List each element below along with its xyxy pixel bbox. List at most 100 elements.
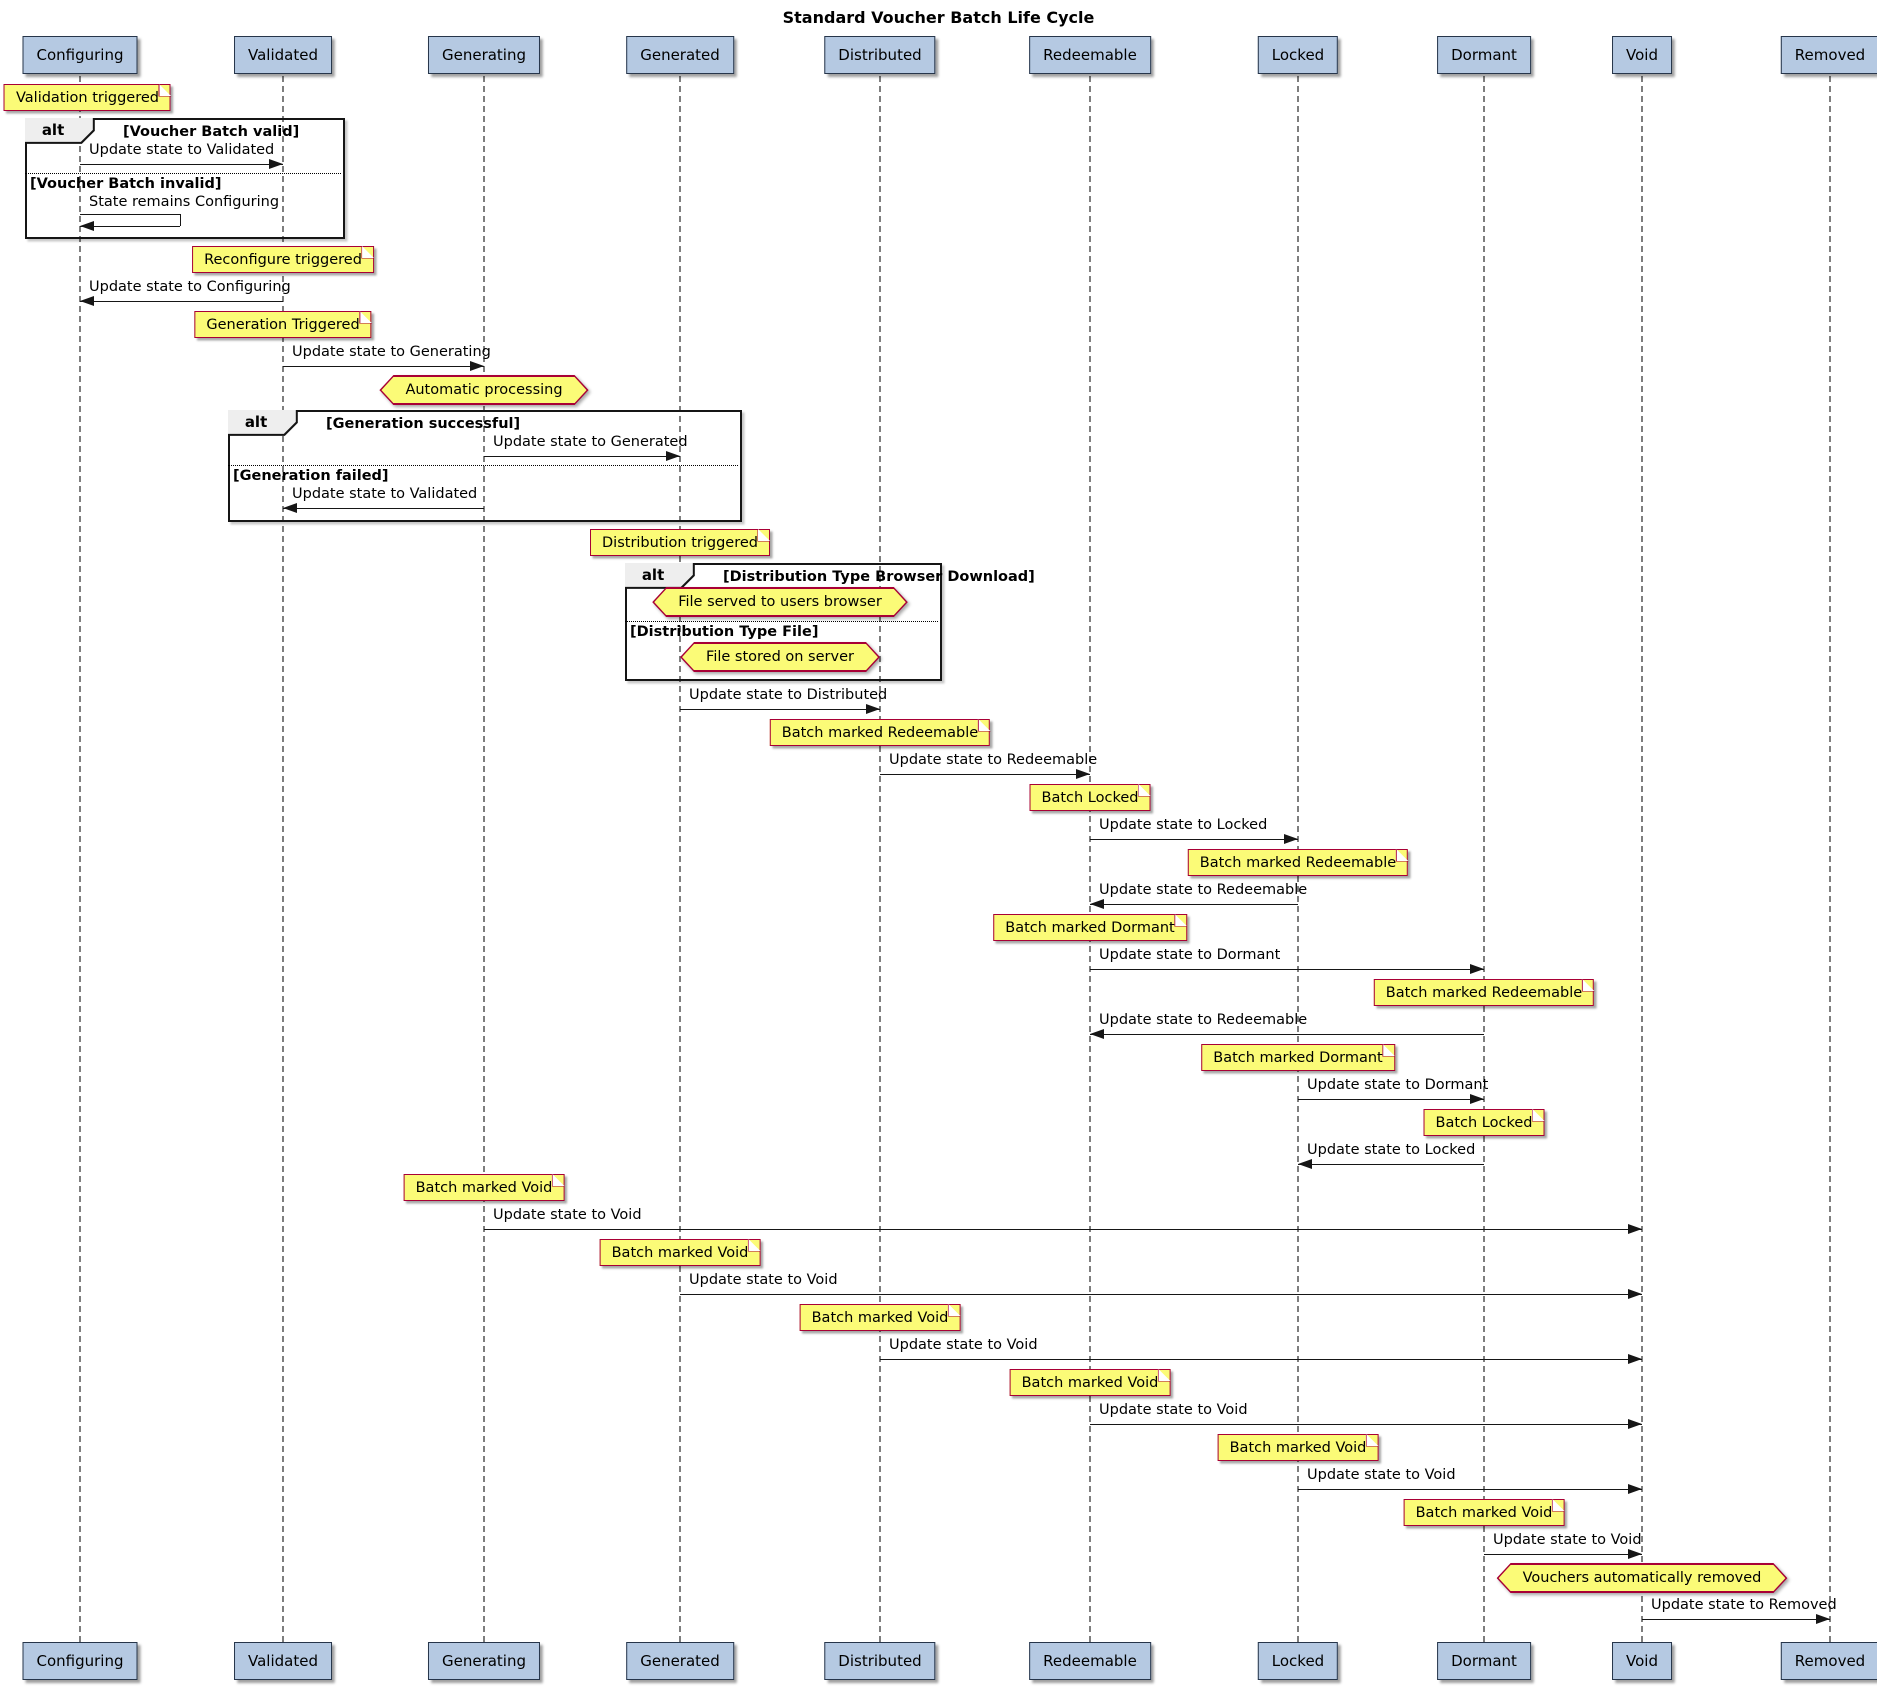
message-line: [1090, 1034, 1484, 1035]
self-message-line: [80, 226, 180, 227]
arrowhead: [1090, 899, 1104, 910]
message-line: [680, 1294, 1642, 1295]
participant-box: Generated: [626, 1642, 734, 1680]
message-label: Update state to Void: [493, 1207, 642, 1223]
note: Generation Triggered: [194, 311, 372, 339]
arrowhead: [1470, 964, 1484, 975]
alt-frame-label: alt: [625, 563, 695, 589]
note: Batch marked Redeemable: [1373, 979, 1595, 1007]
participant-box: Redeemable: [1029, 1642, 1151, 1680]
alt-divider: [25, 173, 341, 174]
lifeline: [679, 76, 681, 1642]
note: Distribution triggered: [590, 529, 770, 557]
participant-box: Void: [1612, 1642, 1672, 1680]
hexagon-label: File served to users browser: [654, 589, 906, 615]
alt-frame-label-fill: [25, 118, 93, 142]
alt-divider-condition: [Generation failed]: [233, 468, 389, 484]
alt-condition: [Generation successful]: [326, 416, 521, 432]
message-line: [484, 456, 680, 457]
note: Batch marked Void: [599, 1239, 761, 1267]
alt-divider-condition: [Voucher Batch invalid]: [30, 176, 222, 192]
arrowhead: [1628, 1289, 1642, 1300]
alt-condition: [Voucher Batch valid]: [123, 124, 300, 140]
message-line: [880, 1359, 1642, 1360]
message-label: Update state to Redeemable: [1099, 1012, 1308, 1028]
message-label: Update state to Void: [1099, 1402, 1248, 1418]
arrowhead: [1076, 769, 1090, 780]
message-line: [1298, 1489, 1642, 1490]
message-line: [1642, 1619, 1830, 1620]
hexagon-border: File stored on server: [680, 642, 880, 672]
alt-frame-label: alt: [228, 410, 298, 436]
message-line: [283, 366, 484, 367]
message-line: [1090, 904, 1298, 905]
participant-box: Validated: [234, 1642, 332, 1680]
message-label: Update state to Distributed: [689, 687, 888, 703]
lifeline: [483, 76, 485, 1642]
self-message-line: [180, 214, 181, 226]
message-label: Update state to Locked: [1307, 1142, 1476, 1158]
note: Batch marked Void: [403, 1174, 565, 1202]
alt-divider: [625, 621, 938, 622]
participant-box: Redeemable: [1029, 36, 1151, 74]
note: Batch marked Void: [1403, 1499, 1565, 1527]
message-line: [484, 1229, 1642, 1230]
participant-box: Removed: [1780, 36, 1877, 74]
note: Batch marked Dormant: [1201, 1044, 1395, 1072]
hexagon-label: File stored on server: [682, 644, 878, 670]
alt-frame: alt [Voucher Batch valid]: [25, 118, 345, 239]
message-line: [880, 774, 1090, 775]
message-label: Update state to Removed: [1651, 1597, 1837, 1613]
lifeline: [1829, 76, 1831, 1642]
arrowhead: [80, 221, 94, 232]
alt-frame-label-fill: [228, 410, 296, 434]
hexagon-label: Automatic processing: [381, 377, 586, 403]
participant-box: Locked: [1257, 1642, 1339, 1680]
participant-box: Void: [1612, 36, 1672, 74]
participant-box: Generating: [427, 36, 541, 74]
message-line: [1090, 969, 1484, 970]
note: Validation triggered: [3, 84, 171, 112]
alt-frame: alt [Generation successful]: [228, 410, 742, 522]
message-label: Update state to Generated: [493, 434, 688, 450]
participant-box: Dormant: [1437, 36, 1531, 74]
message-label: Update state to Void: [1307, 1467, 1456, 1483]
message-line: [680, 709, 880, 710]
message-line: [80, 301, 283, 302]
message-label: Update state to Redeemable: [1099, 882, 1308, 898]
lifeline: [282, 76, 284, 1642]
message-label: Update state to Locked: [1099, 817, 1268, 833]
note: Batch Locked: [1423, 1109, 1545, 1137]
participant-box: Validated: [234, 36, 332, 74]
arrowhead: [866, 704, 880, 715]
participant-box: Dormant: [1437, 1642, 1531, 1680]
alt-frame-label-fill: [625, 563, 693, 587]
arrowhead: [1090, 1029, 1104, 1040]
lifeline: [79, 76, 81, 1642]
alt-frame-label: alt: [25, 118, 95, 144]
hexagon-note: Vouchers automatically removed: [1497, 1563, 1788, 1593]
participant-box: Locked: [1257, 36, 1339, 74]
alt-divider: [228, 465, 738, 466]
hexagon-label: Vouchers automatically removed: [1499, 1565, 1786, 1591]
hexagon-note: Automatic processing: [379, 375, 588, 405]
note: Reconfigure triggered: [192, 246, 374, 274]
arrowhead: [1628, 1224, 1642, 1235]
arrowhead: [1628, 1354, 1642, 1365]
message-line: [1298, 1164, 1484, 1165]
lifeline: [1483, 76, 1485, 1642]
alt-frame: alt [Distribution Type Browser Download]: [625, 563, 1035, 681]
message-label: Update state to Void: [1493, 1532, 1642, 1548]
participant-box: Distributed: [824, 36, 936, 74]
participant-box: Configuring: [22, 1642, 138, 1680]
message-label: Update state to Dormant: [1099, 947, 1281, 963]
hexagon-note: File stored on server: [680, 642, 880, 672]
message-line: [80, 164, 283, 165]
arrowhead: [1628, 1549, 1642, 1560]
arrowhead: [1284, 834, 1298, 845]
participant-box: Removed: [1780, 1642, 1877, 1680]
participant-box: Distributed: [824, 1642, 936, 1680]
message-line: [283, 508, 484, 509]
arrowhead: [1298, 1159, 1312, 1170]
arrowhead: [666, 451, 680, 462]
